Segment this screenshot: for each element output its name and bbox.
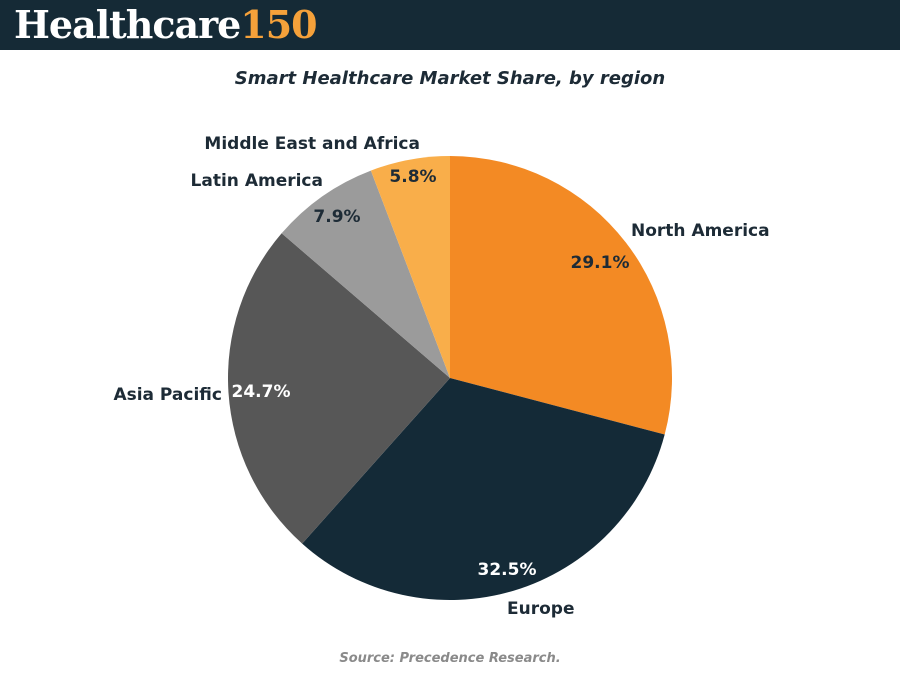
header-bar: Healthcare150	[0, 0, 900, 50]
slice-middle-east-and-africa	[370, 156, 450, 378]
region-label-north-america: North America	[631, 221, 770, 241]
value-label-europe: 32.5%	[478, 560, 537, 580]
slice-europe	[302, 378, 665, 601]
source-note: Source: Precedence Research.	[339, 651, 561, 666]
pie-slices	[227, 156, 672, 601]
logo-word: Healthcare	[14, 2, 241, 47]
chart-title: Smart Healthcare Market Share, by region	[234, 68, 666, 89]
logo-number: 150	[240, 2, 317, 47]
value-label-asia-pacific: 24.7%	[232, 382, 291, 402]
region-label-middle-east-and-africa: Middle East and Africa	[204, 134, 420, 154]
value-label-north-america: 29.1%	[571, 253, 630, 273]
healthcare150-logo[interactable]: Healthcare150	[14, 2, 318, 48]
value-label-latin-america: 7.9%	[313, 207, 360, 227]
pie-labels: 29.1% 32.5% 24.7% 7.9% 5.8% North America Euro…	[113, 134, 769, 619]
region-label-latin-america: Latin America	[191, 171, 323, 191]
slice-north-america	[450, 156, 672, 435]
region-label-europe: Europe	[507, 599, 574, 619]
region-label-asia-pacific: Asia Pacific	[113, 385, 222, 405]
slice-asia-pacific	[227, 233, 450, 544]
value-label-middle-east-and-africa: 5.8%	[389, 167, 436, 187]
slice-latin-america	[281, 170, 450, 378]
